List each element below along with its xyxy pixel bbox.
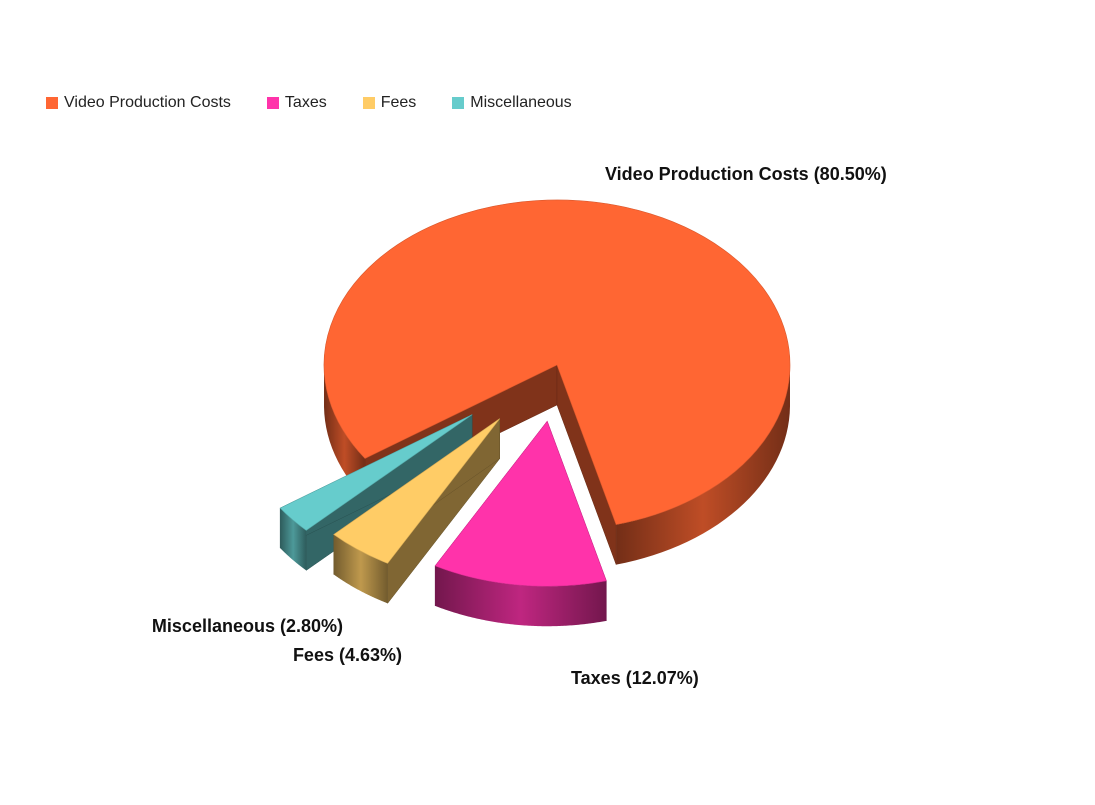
slice-label-video-production-costs: Video Production Costs (80.50%) [605, 164, 887, 184]
pie-slice-fees[interactable] [333, 417, 500, 605]
pie-slice-taxes[interactable] [434, 420, 607, 627]
legend-item-video-production-costs[interactable]: Video Production Costs [46, 94, 231, 112]
legend-label: Fees [380, 94, 417, 111]
slice-label-miscellaneous: Miscellaneous (2.80%) [152, 616, 343, 636]
legend-label: Taxes [284, 94, 327, 111]
legend-swatch [46, 97, 58, 109]
slice-label-fees: Fees (4.63%) [293, 645, 402, 665]
legend-item-fees[interactable]: Fees [362, 94, 417, 112]
legend-swatch [452, 97, 465, 109]
chart-legend: Video Production Costs Taxes Fees Miscel… [46, 93, 572, 113]
legend-item-miscellaneous[interactable]: Miscellaneous [452, 94, 572, 112]
slice-label-taxes: Taxes (12.07%) [571, 668, 699, 688]
legend-item-taxes[interactable]: Taxes [266, 94, 327, 112]
legend-swatch [266, 97, 279, 109]
legend-label: Video Production Costs [64, 94, 231, 111]
legend-swatch [362, 97, 375, 109]
legend-label: Miscellaneous [470, 94, 572, 111]
